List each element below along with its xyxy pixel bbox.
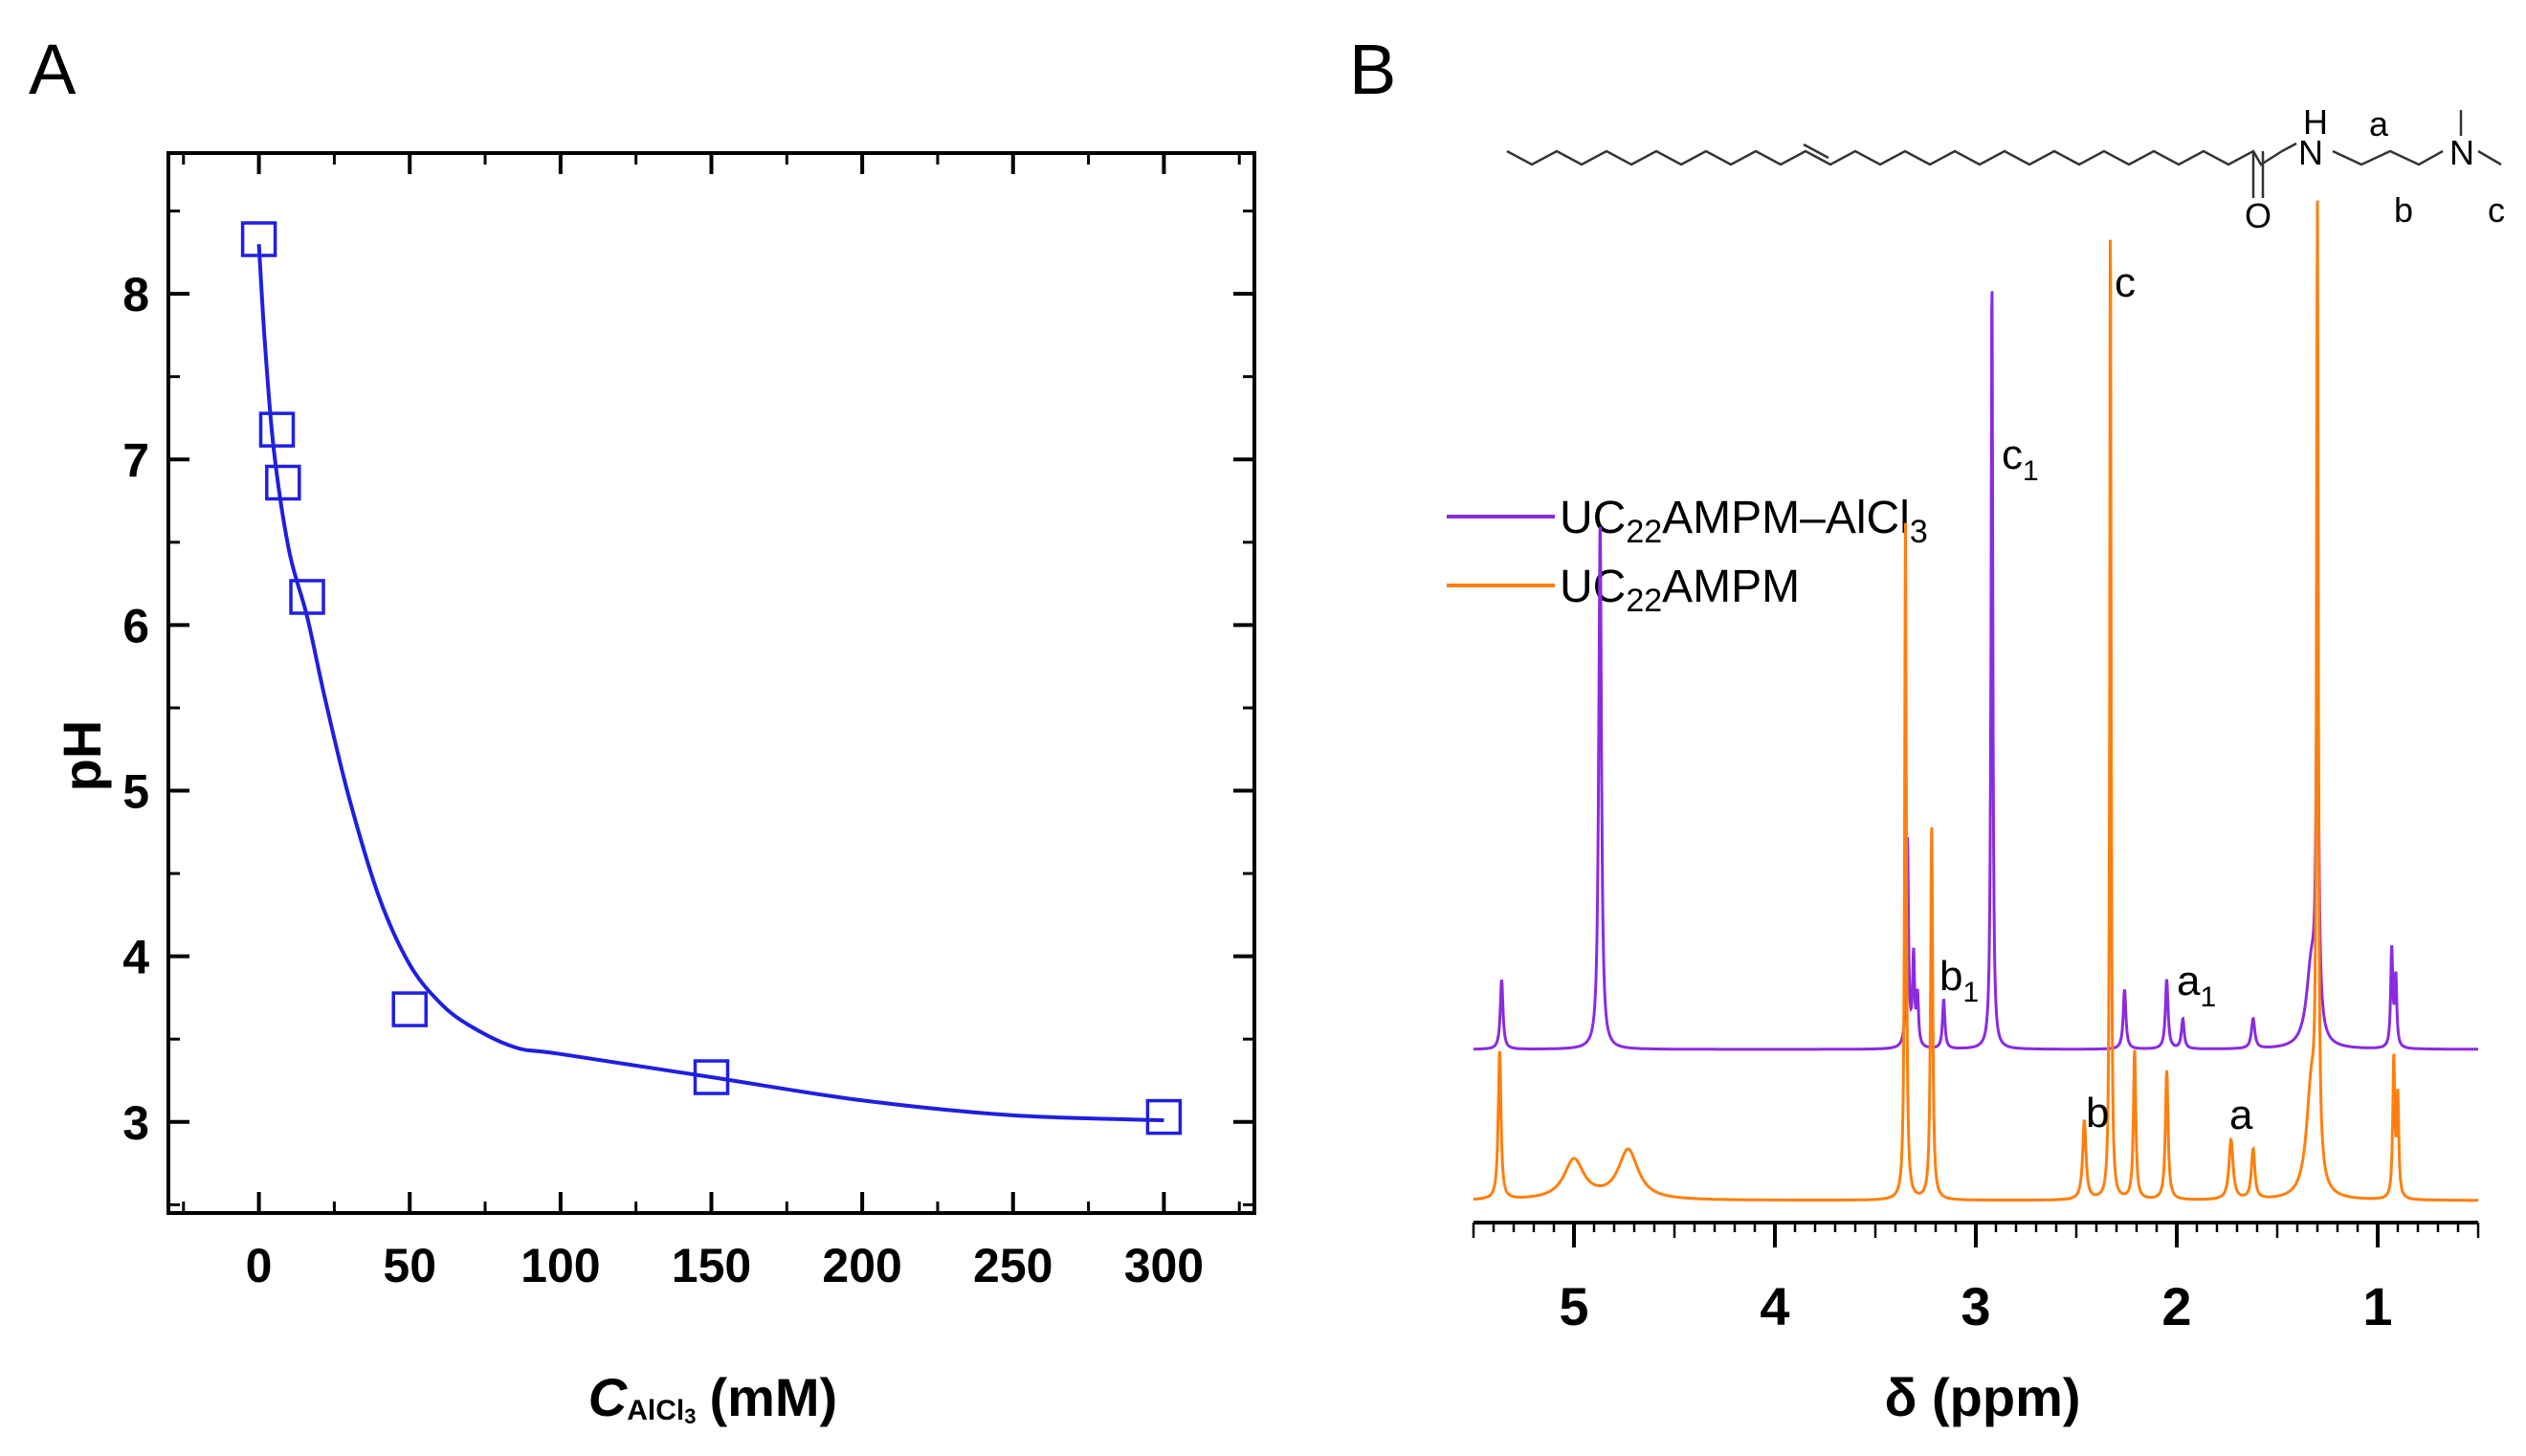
x-tick-label: 0	[246, 1239, 273, 1292]
panel-a-x-tick-labels: 0 50 100 150 200 250 300	[246, 1239, 1204, 1292]
panel-a-x-label-main: C	[588, 1367, 629, 1427]
panel-b-label: B	[1349, 30, 1396, 109]
x-tick-label: 250	[973, 1239, 1052, 1292]
peak-label-text: b	[1939, 953, 1962, 1000]
legend-label-complex-sub: 22	[1626, 514, 1662, 550]
fit-curve	[256, 244, 1164, 1123]
data-point	[1145, 1098, 1183, 1136]
x-tick-label: 300	[1124, 1239, 1204, 1292]
panel-b-x-axis-label: δ (ppm)	[1884, 1367, 2080, 1427]
peak-label-text: c	[2115, 259, 2136, 306]
peak-label-sub: 1	[1962, 977, 1979, 1008]
x-tick-label: 150	[672, 1239, 751, 1292]
panel-a-y-axis-label: pH	[52, 720, 112, 792]
propyl-chain	[2332, 149, 2444, 166]
peak-label-lower-c: c	[2115, 259, 2136, 306]
peak-label-sub: 1	[2023, 455, 2039, 487]
peak-label-upper-a: a1	[2177, 958, 2216, 1013]
data-point	[391, 991, 428, 1027]
peak-label-text: a	[2177, 958, 2201, 1004]
data-point	[240, 221, 277, 257]
structure-nh-label: N	[2298, 133, 2323, 172]
y-tick-label: 5	[122, 765, 149, 819]
panel-b-chart: H N O N a b c UC22AMPM–AlCl3 UC22AMPM c1…	[1447, 102, 2505, 1427]
x-tick-label: 200	[822, 1239, 901, 1292]
peak-label-sub: 1	[2200, 982, 2216, 1013]
y-tick-label: 8	[122, 268, 149, 321]
amide-bond	[2281, 142, 2297, 153]
legend-label-pure-rest: AMPM	[1662, 562, 1800, 612]
methyl-bond-1	[2477, 149, 2502, 166]
legend-label-complex-rest: AMPM–AlCl	[1662, 493, 1910, 543]
x-tick-label: 5	[1559, 1276, 1588, 1336]
alkyl-chain	[1506, 149, 2283, 166]
data-point	[289, 579, 325, 615]
peak-label-lower-b: b	[2086, 1090, 2109, 1136]
peak-label-text: a	[2229, 1092, 2253, 1138]
panel-a-fit-layer	[256, 244, 1164, 1123]
structure-h-label: H	[2303, 102, 2328, 142]
panel-a-x-label-unit: (mM)	[709, 1367, 837, 1427]
x-tick-label: 4	[1760, 1276, 1789, 1336]
y-tick-label: 6	[122, 599, 149, 652]
y-tick-label: 3	[122, 1096, 149, 1150]
structure-a-label: a	[2369, 104, 2389, 143]
spectrum-pure	[1474, 200, 2478, 1202]
panel-a-y-tick-labels: 3 4 5 6 7 8	[122, 268, 149, 1150]
panel-a-x-axis-label: CAlCl3 (mM)	[588, 1367, 837, 1428]
structure-o-label: O	[2245, 196, 2271, 235]
legend-label-complex-sub2: 3	[1910, 514, 1928, 550]
peak-label-text: c	[2002, 431, 2023, 478]
peak-label-text: b	[2086, 1090, 2109, 1136]
spectrum-complex	[1474, 291, 2478, 1051]
legend-label-pure-main: UC	[1560, 562, 1626, 612]
double-bond	[1803, 143, 1829, 160]
x-tick-label: 3	[1961, 1276, 1990, 1336]
data-point	[265, 464, 301, 501]
peak-label-upper-c: c1	[2002, 431, 2039, 487]
x-tick-label: 1	[2362, 1276, 2392, 1336]
panel-a-label: A	[29, 30, 77, 109]
x-tick-label: 50	[383, 1239, 436, 1292]
x-tick-label: 100	[521, 1239, 600, 1292]
structure-b-label: b	[2394, 190, 2413, 230]
panel-a-ticks	[168, 153, 1254, 1213]
legend-label-complex-main: UC	[1560, 493, 1626, 543]
data-point	[693, 1059, 730, 1095]
legend-label-complex: UC22AMPM–AlCl3	[1560, 493, 1928, 550]
panel-a-x-label-sub: AlCl	[627, 1395, 684, 1426]
panel-b-legend: UC22AMPM–AlCl3 UC22AMPM	[1447, 493, 1928, 619]
y-tick-label: 4	[122, 931, 149, 984]
peak-label-lower-a: a	[2229, 1092, 2253, 1138]
structure-c-label: c	[2488, 190, 2505, 230]
panel-a-plot-frame	[166, 151, 1256, 1215]
structure-amine-n-label: N	[2449, 133, 2474, 172]
panel-b-spectra-layer	[1474, 200, 2478, 1202]
panel-a-points-layer	[240, 221, 1183, 1136]
panel-b-x-tick-labels: 5 4 3 2 1	[1559, 1276, 2392, 1336]
legend-label-pure-sub: 22	[1626, 583, 1662, 619]
x-tick-label: 2	[2161, 1276, 2191, 1336]
data-point	[258, 411, 296, 448]
panel-b-ticks	[1472, 1223, 2480, 1247]
y-tick-label: 7	[122, 433, 149, 487]
peak-label-upper-b: b1	[1939, 953, 1979, 1008]
panel-a-x-label-sub2: 3	[684, 1404, 696, 1428]
legend-label-pure: UC22AMPM	[1560, 562, 1800, 619]
chemical-structure	[1506, 110, 2502, 198]
